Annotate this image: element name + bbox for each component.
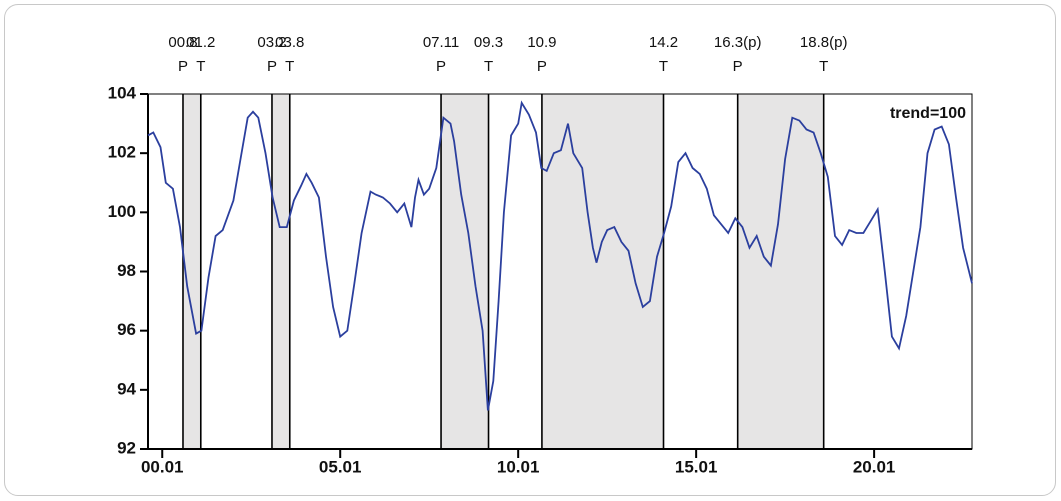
phase-date: 07.11 (423, 34, 459, 51)
phase-kind: T (285, 58, 294, 75)
phase-kind: T (484, 58, 493, 75)
phase-date: 03.8 (275, 34, 304, 51)
recession-band (271, 94, 290, 449)
y-tick-label: 102 (108, 143, 136, 162)
phase-date: 14.2 (649, 34, 678, 51)
recession-band (182, 94, 201, 449)
phase-kind: P (178, 58, 188, 75)
y-tick-label: 92 (117, 438, 136, 457)
phase-kind: P (436, 58, 446, 75)
phase-kind: P (733, 58, 743, 75)
phase-kind: T (196, 58, 205, 75)
phase-kind: P (267, 58, 277, 75)
y-tick-label: 98 (117, 261, 136, 280)
phase-date: 01.2 (186, 34, 215, 51)
y-tick-label: 100 (108, 202, 136, 221)
x-tick-label: 20.01 (853, 457, 896, 476)
phase-date: 09.3 (474, 34, 503, 51)
annotation: trend=100 (890, 105, 966, 122)
x-tick-label: 10.01 (497, 457, 540, 476)
x-tick-label: 00.01 (141, 457, 184, 476)
x-tick-label: 05.01 (319, 457, 362, 476)
phase-date: 18.8(p) (800, 34, 848, 51)
phase-date: 00.8 (168, 34, 197, 51)
y-tick-label: 96 (117, 320, 136, 339)
phase-kind: P (537, 58, 547, 75)
y-tick-label: 94 (117, 379, 136, 398)
card (4, 4, 1056, 496)
phase-date: 16.3(p) (714, 34, 762, 51)
y-tick-label: 104 (108, 83, 137, 102)
recession-band (737, 94, 824, 449)
recession-band (441, 94, 489, 449)
phase-kind: T (659, 58, 668, 75)
x-tick-label: 15.01 (675, 457, 718, 476)
recession-band (541, 94, 664, 449)
data-line (147, 100, 973, 411)
phase-date: 10.9 (527, 34, 556, 51)
phase-kind: T (819, 58, 828, 75)
phase-date: 03.2 (257, 34, 286, 51)
